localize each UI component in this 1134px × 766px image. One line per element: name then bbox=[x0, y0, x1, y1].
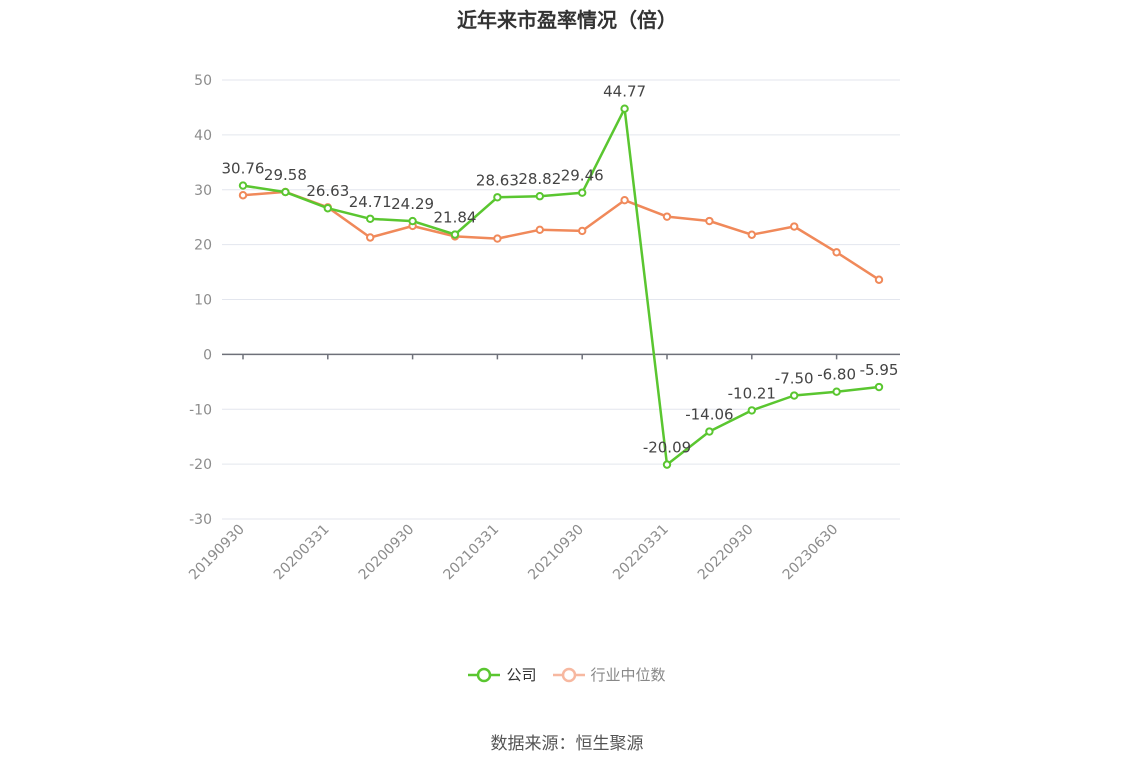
y-tick-label: 0 bbox=[203, 347, 212, 363]
y-tick-label: -10 bbox=[189, 402, 212, 418]
data-point bbox=[662, 212, 672, 221]
data-label: -10.21 bbox=[728, 384, 776, 402]
data-point bbox=[578, 188, 587, 197]
y-tick-label: 20 bbox=[194, 238, 212, 254]
y-tick-label: -20 bbox=[189, 457, 212, 473]
data-label: 29.46 bbox=[561, 167, 604, 185]
x-tick-label: 20200930 bbox=[356, 522, 418, 584]
data-label: 30.76 bbox=[222, 160, 265, 178]
series-line-0 bbox=[242, 107, 880, 466]
x-tick-label: 20210930 bbox=[525, 522, 587, 584]
data-point bbox=[790, 222, 799, 231]
data-label: -6.80 bbox=[817, 366, 856, 384]
y-tick-label: 40 bbox=[194, 128, 212, 144]
data-label: 44.77 bbox=[603, 83, 646, 101]
x-tick-label: 20220331 bbox=[610, 522, 672, 584]
data-point bbox=[535, 192, 544, 201]
data-point bbox=[705, 427, 714, 436]
data-point bbox=[366, 233, 375, 242]
legend-item-industry-median[interactable]: 行业中位数 bbox=[552, 664, 666, 685]
x-tick-label: 20190930 bbox=[186, 522, 248, 584]
y-tick-label: -30 bbox=[189, 512, 212, 528]
data-point bbox=[662, 460, 672, 469]
data-point bbox=[874, 382, 884, 392]
legend: 公司 行业中位数 bbox=[0, 664, 1134, 685]
data-label: 24.29 bbox=[391, 195, 434, 213]
data-label: 24.71 bbox=[349, 193, 392, 211]
data-point bbox=[450, 230, 460, 239]
data-point bbox=[747, 406, 756, 415]
grid-layer bbox=[222, 79, 900, 520]
data-point bbox=[493, 193, 502, 202]
legend-company-label: 公司 bbox=[506, 666, 537, 684]
y-tick-label: 30 bbox=[194, 183, 212, 199]
data-source: 数据来源：恒生聚源 bbox=[490, 734, 644, 754]
data-point bbox=[747, 230, 756, 239]
data-label: -14.06 bbox=[685, 406, 733, 424]
data-point bbox=[620, 104, 629, 113]
data-label: -20.09 bbox=[643, 439, 691, 457]
data-point bbox=[620, 195, 629, 205]
data-point bbox=[578, 226, 587, 236]
data-point bbox=[493, 234, 502, 243]
x-tick-label: 20220930 bbox=[695, 522, 757, 584]
chart-title: 近年来市盈率情况（倍） bbox=[457, 8, 677, 32]
data-point bbox=[281, 187, 290, 197]
data-label: 29.58 bbox=[264, 166, 307, 184]
series-line-1 bbox=[242, 190, 880, 281]
data-point bbox=[874, 275, 884, 284]
data-point bbox=[832, 248, 841, 257]
data-label: 26.63 bbox=[306, 182, 349, 200]
data-label: 28.63 bbox=[476, 171, 519, 189]
data-label: 28.82 bbox=[518, 170, 561, 188]
legend-item-company[interactable]: 公司 bbox=[468, 664, 537, 685]
data-point bbox=[705, 216, 714, 226]
y-tick-label: 10 bbox=[194, 293, 212, 309]
data-point bbox=[408, 216, 417, 226]
data-label: 21.84 bbox=[434, 209, 477, 227]
data-label: -5.95 bbox=[860, 361, 899, 379]
x-tick-label: 20210331 bbox=[441, 522, 503, 584]
legend-company-swatch-icon bbox=[468, 667, 501, 682]
y-tick-label: 50 bbox=[194, 73, 212, 89]
x-tick-label: 20200331 bbox=[271, 522, 333, 584]
data-point bbox=[238, 181, 248, 190]
data-point bbox=[535, 225, 544, 235]
data-label: -7.50 bbox=[775, 370, 814, 388]
legend-industry-swatch-icon bbox=[552, 667, 585, 682]
data-point bbox=[366, 214, 375, 223]
data-point bbox=[790, 391, 799, 400]
data-point bbox=[238, 191, 248, 200]
series-layer bbox=[238, 104, 884, 469]
data-point bbox=[323, 204, 332, 213]
x-tick-label: 20230630 bbox=[780, 522, 842, 584]
legend-industry-label: 行业中位数 bbox=[590, 666, 666, 684]
data-point bbox=[832, 387, 841, 396]
